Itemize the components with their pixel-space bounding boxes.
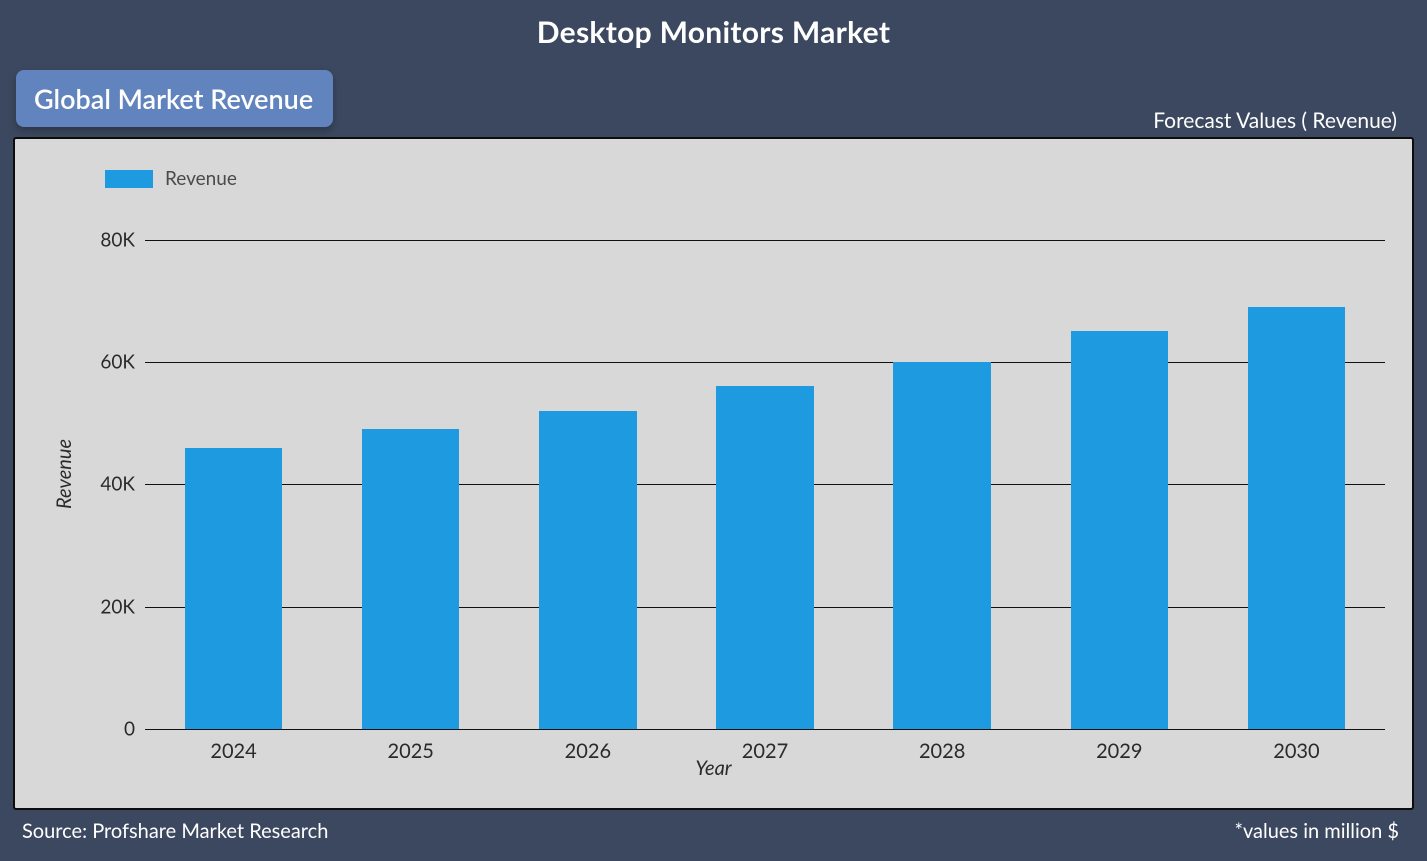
legend-label: Revenue: [165, 167, 237, 190]
y-tick-label: 20K: [55, 595, 135, 618]
plot-area: 020K40K60K80K202420252026202720282029203…: [145, 209, 1385, 729]
x-tick-label: 2028: [919, 739, 965, 763]
x-tick-label: 2025: [388, 739, 434, 763]
x-tick-label: 2030: [1273, 739, 1319, 763]
bar: [716, 386, 813, 729]
x-tick-label: 2026: [565, 739, 611, 763]
bar: [893, 362, 990, 729]
revenue-badge: Global Market Revenue: [16, 70, 333, 127]
y-tick-label: 0: [55, 718, 135, 741]
bar: [185, 448, 282, 729]
chart-legend: Revenue: [105, 167, 237, 190]
page-title: Desktop Monitors Market: [10, 0, 1417, 50]
x-tick-label: 2029: [1096, 739, 1142, 763]
gridline: [145, 240, 1385, 241]
gridline: [145, 362, 1385, 363]
page-root: Desktop Monitors Market Global Market Re…: [0, 0, 1427, 861]
bar: [1248, 307, 1345, 729]
footer-source: Source: Profshare Market Research: [22, 819, 328, 843]
legend-swatch: [105, 170, 153, 188]
x-tick-label: 2027: [742, 739, 788, 763]
bar: [539, 411, 636, 729]
footer-units: *values in million $: [1234, 819, 1399, 843]
bar: [1071, 331, 1168, 729]
y-tick-label: 40K: [55, 473, 135, 496]
forecast-label: Forecast Values ( Revenue): [1153, 108, 1397, 133]
bar: [362, 429, 459, 729]
baseline: [145, 729, 1385, 730]
x-tick-label: 2024: [210, 739, 256, 763]
y-tick-label: 60K: [55, 350, 135, 373]
y-tick-label: 80K: [55, 228, 135, 251]
x-axis-label: Year: [695, 756, 731, 780]
chart-container: Revenue Revenue 020K40K60K80K20242025202…: [13, 137, 1414, 810]
